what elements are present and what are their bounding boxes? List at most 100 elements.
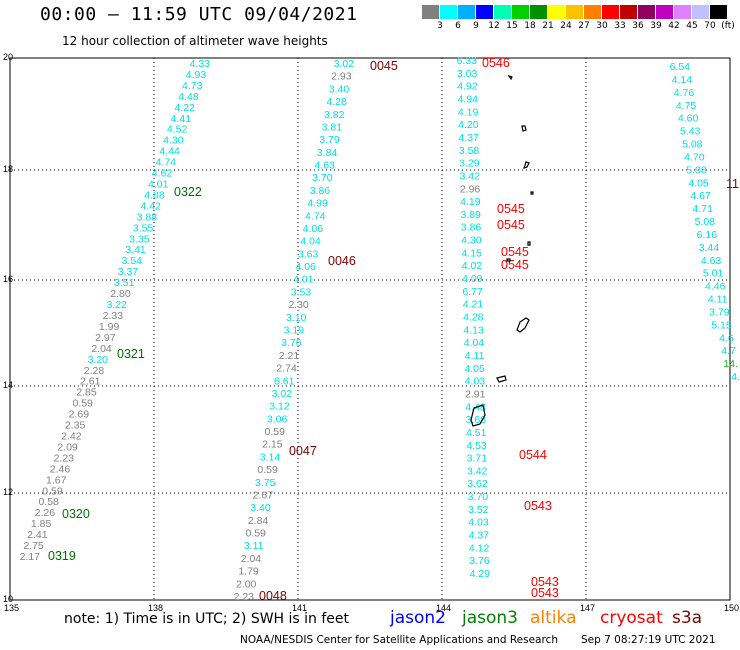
wave-height-value: 3.12	[269, 401, 290, 413]
scale-label: 33	[614, 21, 626, 31]
pass-id-label: 0045	[370, 59, 398, 73]
wave-height-value: 4.13	[463, 324, 484, 336]
pass-id-label: 0543	[531, 586, 559, 600]
wave-height-value: 2.93	[331, 71, 352, 83]
wave-height-value: 4.73	[182, 80, 203, 92]
wave-height-value: 3.42	[467, 465, 488, 477]
scale-swatch	[674, 5, 692, 19]
scale-label: 45	[686, 21, 698, 31]
wave-height-value: 3.41	[125, 244, 146, 256]
wave-height-value: 5.08	[695, 216, 716, 228]
scale-swatch	[530, 5, 548, 19]
wave-height-value: 4.52	[167, 124, 188, 136]
wave-height-value: 3.03	[457, 68, 478, 80]
wave-height-value: 0.59	[265, 426, 286, 438]
pass-id-label: 0546	[482, 56, 510, 70]
wave-height-value: 4.37	[469, 530, 490, 542]
lon-tick-label: 147	[580, 603, 595, 613]
wave-height-value: 3.06	[267, 413, 288, 425]
footer-note: note: 1) Time is in UTC; 2) SWH is in fe…	[64, 611, 350, 627]
wave-height-value: 4.70	[684, 151, 705, 163]
scale-swatch	[638, 5, 656, 19]
wave-height-value: 3.37	[118, 266, 139, 278]
wave-height-value: 3.79	[319, 134, 340, 146]
scale-swatch	[548, 5, 566, 19]
legend-cryosat: cryosat	[600, 608, 663, 628]
scale-swatch	[458, 5, 476, 19]
page-subtitle: 12 hour collection of altimeter wave hei…	[62, 34, 328, 48]
scale-label: 9	[473, 21, 479, 31]
wave-height-value: 4.03	[465, 376, 486, 388]
wave-height-value: 4.30	[163, 135, 184, 147]
wave-height-value: 3.54	[122, 255, 143, 267]
wave-height-value: 2.96	[460, 183, 481, 195]
wave-height-value: 2.84	[248, 515, 269, 527]
pass-id-label: 11	[726, 177, 739, 191]
wave-height-value: 3.62	[467, 478, 488, 490]
wave-height-value: 4.11	[708, 294, 728, 306]
wave-height-value: 3.86	[461, 222, 482, 234]
scale-label: 24	[560, 21, 572, 31]
wave-height-value: 0.58	[38, 496, 59, 508]
wave-height-value: 2.46	[50, 463, 71, 475]
wave-height-value: 3.63	[298, 248, 319, 260]
wave-height-value: 3.52	[468, 504, 489, 516]
lat-tick-label: 14	[3, 380, 13, 390]
wave-height-value: 4.92	[457, 81, 478, 93]
wave-height-value: 0.59	[42, 485, 63, 497]
wave-height-value: 3.53	[291, 286, 312, 298]
wave-height-value: 4.75	[676, 100, 697, 112]
scale-swatch	[692, 5, 710, 19]
lon-tick-label: 144	[436, 603, 451, 613]
scale-label: (ft)	[721, 21, 735, 31]
wave-height-value: 4.21	[463, 299, 484, 311]
wave-height-value: 2.21	[279, 350, 300, 362]
wave-height-value: 3.22	[106, 299, 127, 311]
wave-height-value: 4.04	[464, 337, 485, 349]
wave-height-value: 2.17	[20, 551, 41, 563]
wave-height-value: 2.04	[91, 343, 112, 355]
island-outline	[516, 317, 530, 333]
wave-height-value: 2.00	[236, 578, 257, 590]
wave-height-value: 3.55	[133, 222, 154, 234]
island-outline	[523, 161, 530, 169]
scale-label: 21	[542, 21, 554, 31]
lat-tick-label: 20	[3, 52, 13, 62]
scale-swatch	[440, 5, 458, 19]
wave-height-value: 2.69	[69, 409, 90, 421]
lon-tick-label: 141	[292, 603, 307, 613]
wave-height-value: 4.7	[721, 345, 736, 357]
wave-height-value: 3.02	[334, 58, 355, 70]
pass-id-label: 0545	[497, 218, 525, 232]
wave-height-value: 3.40	[250, 502, 271, 514]
legend-s3a: s3a	[672, 608, 703, 628]
wave-height-value: 4.53	[466, 440, 487, 452]
wave-height-value: 4.99	[307, 198, 328, 210]
pass-id-label: 0545	[497, 202, 525, 216]
island-outline	[507, 74, 513, 81]
wave-height-value: 6.16	[697, 229, 718, 241]
wave-height-value: 4.37	[459, 132, 480, 144]
wave-height-value: 4.01	[293, 274, 314, 286]
map-frame	[9, 57, 731, 601]
wave-height-value: 4.19	[460, 196, 481, 208]
wave-height-value: 3.88	[137, 211, 158, 223]
wave-height-value: 5.01	[703, 268, 724, 280]
wave-height-value: 4.12	[469, 542, 490, 554]
scale-label: 15	[506, 21, 518, 31]
island-outline	[521, 125, 527, 132]
wave-height-value: 3.84	[317, 147, 338, 159]
wave-height-value: 3.71	[467, 453, 488, 465]
scale-swatch	[512, 5, 530, 19]
pass-id-label: 0322	[174, 185, 202, 199]
wave-height-value: 1.67	[46, 474, 67, 486]
wave-height-value: 4.	[731, 371, 740, 383]
wave-height-value: 2.41	[27, 529, 48, 541]
wave-height-value: 3.75	[255, 477, 276, 489]
legend-jason3: jason3	[462, 608, 518, 628]
legend-altika: altika	[530, 608, 577, 628]
wave-height-value: 2.26	[35, 507, 56, 519]
wave-height-value: 4.05	[464, 363, 485, 375]
wave-height-value: 4.51	[466, 427, 487, 439]
scale-swatch	[422, 5, 440, 19]
